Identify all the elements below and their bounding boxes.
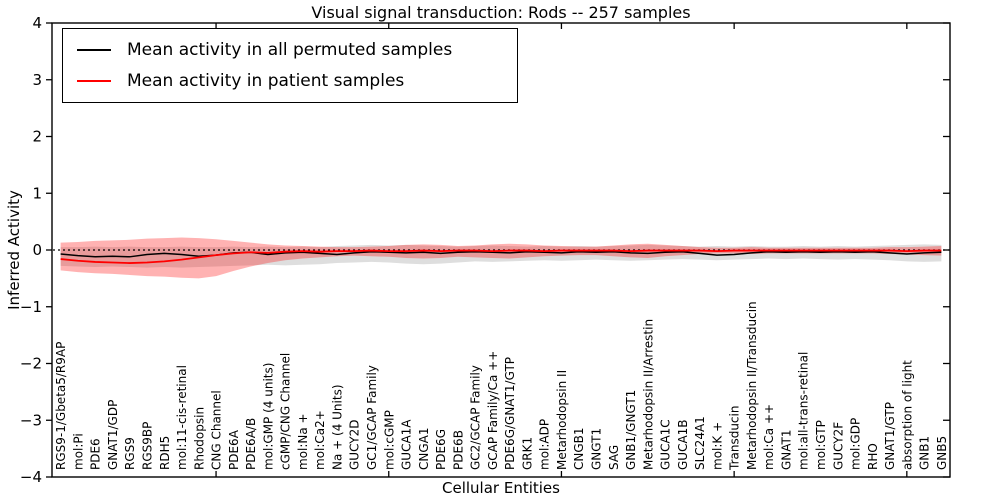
x-tick-label: PDE6G/GNAT1/GTP xyxy=(503,357,517,470)
x-tick-label: mol:ADP xyxy=(538,419,552,470)
permuted-line-swatch xyxy=(77,48,111,51)
x-tick-label: Metarhodopsin II/Arrestin xyxy=(641,319,655,470)
x-tick-label: mol:all-trans-retinal xyxy=(797,352,811,470)
x-tick-label: SLC24A1 xyxy=(693,416,707,470)
y-axis-label: Inferred Activity xyxy=(5,190,23,310)
x-tick-label: cGMP/CNG Channel xyxy=(279,353,293,470)
x-tick-label: GNB5 xyxy=(935,436,949,470)
x-tick-label: PDE6A xyxy=(227,429,241,470)
x-tick-label: mol:GDP xyxy=(849,418,863,470)
x-tick-label: GNAT1/GDP xyxy=(106,400,120,470)
x-tick-label: PDE6G xyxy=(434,429,448,470)
x-tick-label: mol:Ca ++ xyxy=(762,404,776,470)
y-tick-label: 4 xyxy=(32,14,42,32)
x-tick-label: GNAT1 xyxy=(779,429,793,470)
y-axis-ticks: 4 3 2 1 0 −1 −2 −3 −4 xyxy=(20,14,950,486)
x-tick-label: RGS9 xyxy=(123,437,137,470)
x-tick-label: mol:GMP (4 units) xyxy=(261,363,275,470)
x-tick-label: GUCA1A xyxy=(400,419,414,470)
y-tick-label: −1 xyxy=(20,298,42,316)
x-tick-label: Transducin xyxy=(728,406,742,471)
x-tick-label: GC1/GCAP Family xyxy=(365,365,379,470)
x-tick-label: CNGB1 xyxy=(572,427,586,470)
x-tick-label: absorption of light xyxy=(900,360,914,470)
x-tick-label: PDE6B xyxy=(451,430,465,470)
y-tick-label: 0 xyxy=(32,241,42,259)
x-tick-label: RGS9BP xyxy=(140,422,154,470)
x-tick-label: RDH5 xyxy=(158,436,172,470)
legend-label-permuted: Mean activity in all permuted samples xyxy=(127,39,453,60)
x-tick-label: mol:Pi xyxy=(71,433,85,470)
y-tick-label: 3 xyxy=(32,71,42,89)
x-tick-label: Na + (4 Units) xyxy=(330,384,344,470)
x-tick-label: Metarhodopsin II xyxy=(555,370,569,470)
x-tick-label: PDE6 xyxy=(89,438,103,470)
x-tick-label: CNG Channel xyxy=(210,390,224,470)
x-tick-label: GUCY2D xyxy=(348,420,362,470)
legend-entry-permuted: Mean activity in all permuted samples xyxy=(75,36,505,63)
x-tick-label: GUCY2F xyxy=(831,422,845,470)
y-tick-label: 1 xyxy=(32,184,42,202)
plot-frame xyxy=(51,22,951,478)
x-tick-label: SAG xyxy=(607,445,621,470)
legend-entry-patient: Mean activity in patient samples xyxy=(75,67,505,94)
x-tick-label: GNB1 xyxy=(918,436,932,470)
y-tick-label: 2 xyxy=(32,128,42,146)
patient-line-swatch xyxy=(77,79,111,82)
y-tick-label: −4 xyxy=(20,468,42,486)
chart-title: Visual signal transduction: Rods -- 257 … xyxy=(311,3,691,22)
legend: Mean activity in all permuted samples Me… xyxy=(62,28,518,103)
x-tick-label: GUCA1B xyxy=(676,419,690,470)
x-tick-label: RGS9-1/Gbeta5/R9AP xyxy=(54,342,68,470)
legend-label-patient: Mean activity in patient samples xyxy=(127,70,405,91)
x-tick-label: GUCA1C xyxy=(659,419,673,470)
y-tick-label: −2 xyxy=(20,355,42,373)
y-tick-label: −3 xyxy=(20,411,42,429)
x-tick-label: mol:GTP xyxy=(814,420,828,470)
x-tick-label: GC2/GCAP Family xyxy=(469,365,483,470)
patient-band xyxy=(60,237,942,279)
x-tick-label: Metarhodopsin II/Transducin xyxy=(745,301,759,470)
x-tick-label: Rhodopsin xyxy=(192,407,206,470)
x-tick-label: PDE6A/B xyxy=(244,418,258,470)
x-tick-label: mol:K + xyxy=(710,422,724,470)
x-tick-label: CNGA1 xyxy=(417,428,431,471)
x-tick-label: RHO xyxy=(866,443,880,470)
x-tick-label: GCAP Family/Ca ++ xyxy=(486,351,500,470)
x-tick-label: GRK1 xyxy=(520,437,534,470)
x-axis-label: Cellular Entities xyxy=(442,479,560,497)
x-tick-label: GNAT1/GTP xyxy=(883,402,897,470)
x-entity-labels: RGS9-1/Gbeta5/R9AP mol:Pi PDE6 GNAT1/GDP RGS… xyxy=(54,301,949,471)
x-tick-label: mol:cGMP xyxy=(382,410,396,470)
patient-mean-line xyxy=(60,249,942,264)
x-tick-label: mol:Ca2+ xyxy=(313,410,327,470)
x-tick-label: mol:11-cis-retinal xyxy=(175,365,189,470)
x-tick-label: GNGT1 xyxy=(589,428,603,470)
x-tick-label: GNB1/GNGT1 xyxy=(624,390,638,470)
x-tick-label: mol:Na + xyxy=(296,413,310,470)
